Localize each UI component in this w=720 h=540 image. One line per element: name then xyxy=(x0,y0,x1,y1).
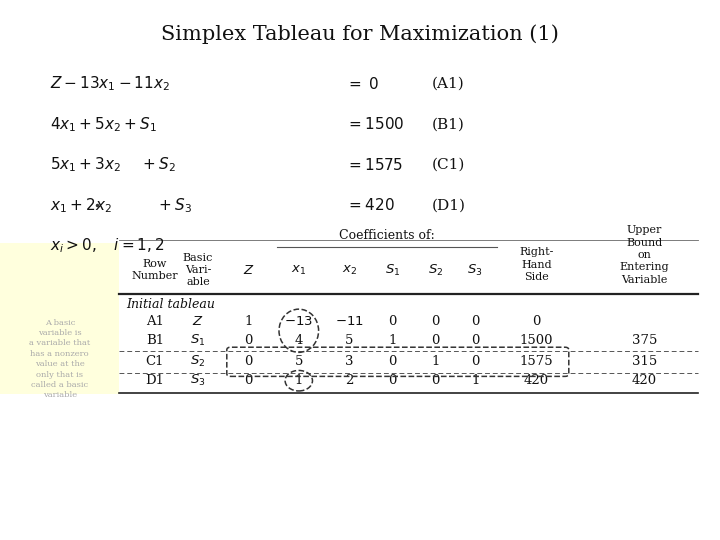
Text: C1: C1 xyxy=(145,355,164,368)
Text: $Z - 13x_1 - 11x_2$: $Z - 13x_1 - 11x_2$ xyxy=(50,75,171,93)
Text: $S_2$: $S_2$ xyxy=(428,262,444,278)
Text: $= 1575$: $= 1575$ xyxy=(346,157,402,173)
Text: 1: 1 xyxy=(388,334,397,347)
Text: $-13$: $-13$ xyxy=(284,315,313,328)
Text: 0: 0 xyxy=(532,315,541,328)
Text: Simplex Tableau for Maximization (1): Simplex Tableau for Maximization (1) xyxy=(161,24,559,44)
Text: 0: 0 xyxy=(471,334,480,347)
Text: 0: 0 xyxy=(471,355,480,368)
Text: $x_i > 0, \quad i = 1, 2$: $x_i > 0, \quad i = 1, 2$ xyxy=(50,237,165,255)
Text: 0: 0 xyxy=(431,315,440,328)
Text: $= \; 0$: $= \; 0$ xyxy=(346,76,379,92)
Text: $x_1 + 2x_2 \qquad\quad + S_3$: $x_1 + 2x_2 \qquad\quad + S_3$ xyxy=(50,196,192,214)
Text: (A1): (A1) xyxy=(432,77,464,91)
Text: 1: 1 xyxy=(244,315,253,328)
Text: 0: 0 xyxy=(388,374,397,387)
Text: A basic
variable is
a variable that
has a nonzero
value at the
only that is
call: A basic variable is a variable that has … xyxy=(29,319,91,400)
Text: $x_2$: $x_2$ xyxy=(342,264,356,276)
Text: Right-
Hand
Side: Right- Hand Side xyxy=(519,247,554,282)
Text: Coefficients of:: Coefficients of: xyxy=(339,230,435,242)
Text: $5x_1 + 3x_2 \quad\; + S_2$: $5x_1 + 3x_2 \quad\; + S_2$ xyxy=(50,156,176,174)
Text: $Z$: $Z$ xyxy=(192,315,204,328)
Text: (C1): (C1) xyxy=(432,158,465,172)
Text: $S_2$: $S_2$ xyxy=(190,354,206,369)
Text: $S_3$: $S_3$ xyxy=(467,262,483,278)
Text: 1: 1 xyxy=(294,374,303,387)
Text: $-11$: $-11$ xyxy=(335,315,364,328)
Text: 1500: 1500 xyxy=(520,334,553,347)
Text: (B1): (B1) xyxy=(432,117,465,131)
Text: 0: 0 xyxy=(244,334,253,347)
Text: Upper
Bound
on
Entering
Variable: Upper Bound on Entering Variable xyxy=(620,225,669,285)
Text: 3: 3 xyxy=(345,355,354,368)
Text: Basic
Vari-
able: Basic Vari- able xyxy=(183,253,213,287)
Text: $= 420$: $= 420$ xyxy=(346,197,395,213)
Text: 2: 2 xyxy=(345,374,354,387)
FancyBboxPatch shape xyxy=(0,243,119,394)
Text: 0: 0 xyxy=(244,355,253,368)
Text: D1: D1 xyxy=(145,374,164,387)
Text: 1: 1 xyxy=(431,355,440,368)
Text: (D1): (D1) xyxy=(432,198,466,212)
Text: 375: 375 xyxy=(631,334,657,347)
Text: $S_1$: $S_1$ xyxy=(190,333,206,348)
Text: 1: 1 xyxy=(471,374,480,387)
Text: $S_1$: $S_1$ xyxy=(384,262,400,278)
Text: 0: 0 xyxy=(388,315,397,328)
Text: $Z$: $Z$ xyxy=(243,264,254,276)
Text: $S_3$: $S_3$ xyxy=(190,373,206,388)
Text: 420: 420 xyxy=(524,374,549,387)
Text: 0: 0 xyxy=(431,334,440,347)
Text: 420: 420 xyxy=(632,374,657,387)
Text: Row
Number: Row Number xyxy=(132,259,178,281)
Text: 1575: 1575 xyxy=(520,355,553,368)
Text: B1: B1 xyxy=(145,334,164,347)
Text: 0: 0 xyxy=(244,374,253,387)
Text: 0: 0 xyxy=(388,355,397,368)
Text: A1: A1 xyxy=(145,315,164,328)
Text: 0: 0 xyxy=(431,374,440,387)
Text: $4x_1 + 5x_2 + S_1$: $4x_1 + 5x_2 + S_1$ xyxy=(50,115,157,133)
Text: 5: 5 xyxy=(345,334,354,347)
Text: Initial tableau: Initial tableau xyxy=(126,298,215,310)
Text: $= 1500$: $= 1500$ xyxy=(346,116,404,132)
Text: $x_1$: $x_1$ xyxy=(291,264,307,276)
Text: 5: 5 xyxy=(294,355,303,368)
Text: 0: 0 xyxy=(471,315,480,328)
Text: 4: 4 xyxy=(294,334,303,347)
Text: 315: 315 xyxy=(631,355,657,368)
